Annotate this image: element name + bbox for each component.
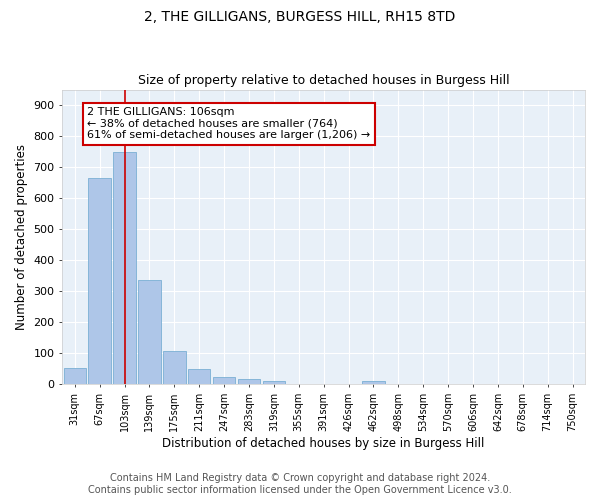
X-axis label: Distribution of detached houses by size in Burgess Hill: Distribution of detached houses by size … xyxy=(163,437,485,450)
Bar xyxy=(238,380,260,384)
Bar xyxy=(163,351,185,384)
Text: Contains HM Land Registry data © Crown copyright and database right 2024.
Contai: Contains HM Land Registry data © Crown c… xyxy=(88,474,512,495)
Bar xyxy=(138,280,161,384)
Bar xyxy=(362,382,385,384)
Bar xyxy=(213,376,235,384)
Title: Size of property relative to detached houses in Burgess Hill: Size of property relative to detached ho… xyxy=(138,74,509,87)
Bar xyxy=(188,369,211,384)
Bar xyxy=(64,368,86,384)
Text: 2, THE GILLIGANS, BURGESS HILL, RH15 8TD: 2, THE GILLIGANS, BURGESS HILL, RH15 8TD xyxy=(145,10,455,24)
Text: 2 THE GILLIGANS: 106sqm
← 38% of detached houses are smaller (764)
61% of semi-d: 2 THE GILLIGANS: 106sqm ← 38% of detache… xyxy=(87,107,370,140)
Bar xyxy=(113,152,136,384)
Bar xyxy=(88,178,111,384)
Bar xyxy=(263,380,285,384)
Y-axis label: Number of detached properties: Number of detached properties xyxy=(15,144,28,330)
